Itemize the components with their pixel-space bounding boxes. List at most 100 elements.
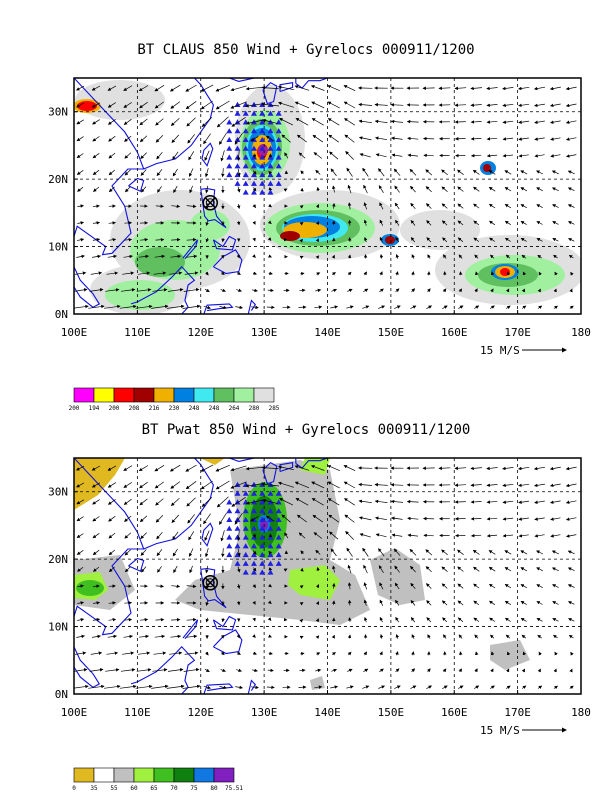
colorbar-label: 0 — [72, 785, 76, 792]
wind-vector — [283, 188, 288, 192]
wind-vector — [362, 685, 370, 689]
wind-vector — [219, 685, 227, 690]
wind-vector — [489, 220, 496, 226]
wind-vector — [252, 550, 257, 555]
wind-vector — [486, 517, 498, 521]
gyre-triangle — [267, 180, 274, 186]
wind-vector — [220, 288, 226, 292]
wind-vector — [379, 599, 384, 606]
wind-vector — [438, 86, 451, 90]
wind-vector — [457, 583, 464, 589]
wind-vector — [536, 550, 544, 555]
wind-vector — [201, 116, 213, 127]
colorbar-label: 60 — [130, 785, 138, 792]
wind-vector — [378, 565, 384, 573]
wind-vector — [169, 84, 181, 92]
panel1-map: 30N 20N 10N 0N 100E 110E 120E 130E 140E 150E 160E 1… — [48, 77, 591, 412]
wind-vector — [154, 101, 165, 109]
wind-vector — [230, 101, 247, 109]
gyre-triangle — [242, 171, 249, 178]
wind-vector — [152, 288, 168, 292]
wind-vector — [139, 238, 149, 242]
wind-vector — [553, 288, 557, 293]
wind-vector — [173, 565, 178, 574]
wind-vector — [379, 616, 384, 623]
wind-vector — [170, 634, 182, 639]
wind-vector — [151, 684, 169, 689]
longitude-tick-label: 130E — [251, 326, 278, 339]
wind-vector — [155, 204, 164, 208]
wind-vector — [316, 272, 321, 276]
wind-vector — [553, 668, 557, 673]
wind-vector — [489, 237, 495, 242]
wind-vector — [268, 271, 273, 276]
wind-vector — [550, 534, 561, 538]
wind-vector — [534, 517, 545, 521]
gyre-triangle — [234, 481, 241, 487]
panel2-shading — [74, 458, 530, 690]
coastline-segment — [200, 568, 227, 609]
wind-vector — [267, 668, 274, 673]
wind-vector — [136, 288, 152, 292]
wind-vector — [505, 254, 511, 259]
wind-vector — [363, 219, 368, 226]
gyre-triangle — [234, 543, 241, 549]
wind-vector — [536, 601, 543, 605]
wind-vector — [379, 634, 384, 639]
wind-vector — [76, 550, 84, 555]
wind-vector — [245, 499, 263, 505]
wind-vector — [457, 203, 464, 209]
wind-vector — [135, 304, 153, 309]
gyre-triangle — [259, 551, 266, 558]
wind-vector — [91, 102, 101, 108]
wind-vector — [237, 168, 241, 177]
longitude-tick-label: 160E — [441, 706, 468, 719]
wind-vector — [536, 204, 543, 209]
longitude-tick-label: 110E — [124, 326, 151, 339]
wind-vector — [299, 601, 304, 606]
wind-vector — [245, 483, 264, 488]
wind-vector — [137, 271, 151, 275]
wind-vector — [91, 85, 101, 91]
colorbar-label: 230 — [169, 405, 180, 412]
gyre-triangle — [242, 163, 249, 169]
wind-vector — [169, 651, 183, 655]
wind-vector — [375, 516, 388, 521]
wind-vector — [567, 170, 575, 175]
wind-vector — [252, 600, 256, 605]
wind-vector — [568, 238, 575, 242]
wind-vector — [538, 651, 542, 656]
longitude-tick-label: 150E — [378, 326, 405, 339]
gyre-triangle — [267, 145, 274, 151]
wind-vector — [363, 582, 368, 590]
wind-vector — [565, 86, 577, 91]
gyre-triangle — [275, 110, 282, 116]
wind-vector — [93, 584, 100, 588]
colorbar-label: 248 — [189, 405, 200, 412]
wind-vector — [329, 531, 339, 540]
panel1-gyre-marker — [202, 194, 219, 211]
wind-vector — [252, 220, 256, 225]
coastline-segment — [229, 458, 261, 462]
wind-vector — [220, 635, 225, 639]
wind-vector — [315, 584, 320, 588]
wind-vector — [250, 685, 259, 690]
wind-vector — [378, 305, 386, 309]
longitude-tick-label: 150E — [378, 706, 405, 719]
wind-vector — [155, 515, 164, 523]
panel2-colorbar: 0 35 55 60 65 70 75 80 75.51 — [72, 767, 243, 792]
wind-vector — [151, 304, 169, 309]
wind-vector — [393, 168, 401, 176]
wind-vector — [75, 85, 85, 91]
wind-vector — [245, 119, 263, 125]
gyre-triangle — [234, 525, 241, 531]
wind-vector — [107, 254, 117, 259]
wind-vector — [395, 254, 400, 259]
gyre-triangle — [267, 163, 274, 169]
wind-vector — [250, 305, 259, 310]
wind-vector — [230, 85, 247, 92]
longitude-tick-label: 180 — [571, 706, 591, 719]
gyre-triangle — [275, 163, 282, 169]
wind-vector — [76, 119, 84, 125]
wind-vector — [235, 685, 243, 690]
